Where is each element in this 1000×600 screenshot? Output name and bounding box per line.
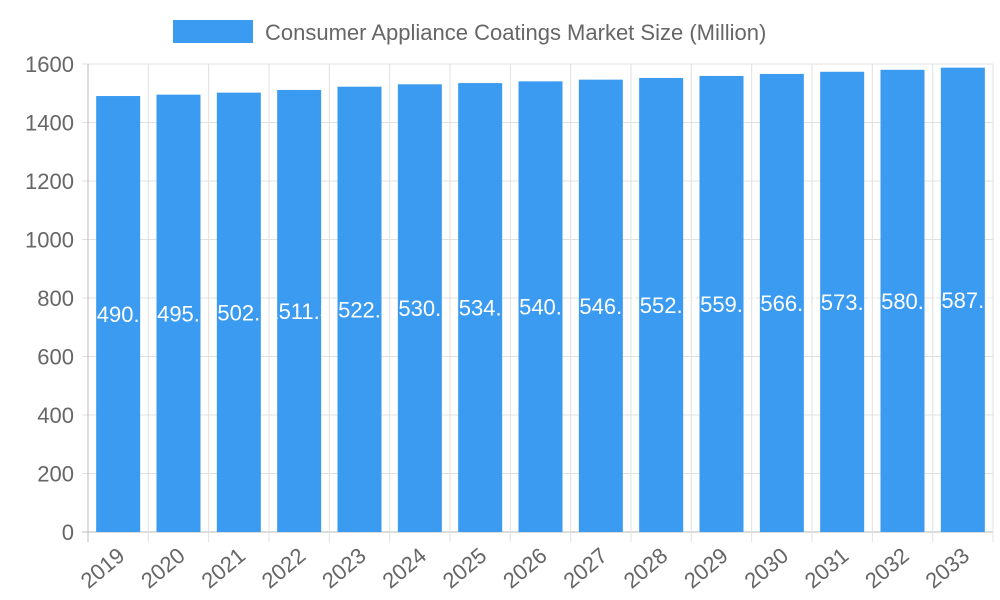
y-tick-label: 0 xyxy=(62,520,74,545)
bar[interactable] xyxy=(578,79,623,533)
data-label: 1495.2 xyxy=(145,301,212,326)
bar[interactable] xyxy=(639,77,684,533)
data-label: 1502.1 xyxy=(205,300,272,325)
bar[interactable] xyxy=(337,86,382,532)
bar[interactable] xyxy=(820,71,865,532)
x-tick-label: 2022 xyxy=(257,543,311,594)
bar[interactable] xyxy=(518,81,563,533)
bar[interactable] xyxy=(96,96,141,532)
y-tick-label: 800 xyxy=(37,286,74,311)
bar[interactable] xyxy=(880,69,925,532)
legend-swatch[interactable] xyxy=(173,20,253,43)
x-tick-label: 2026 xyxy=(498,543,552,594)
y-tick-label: 600 xyxy=(37,345,74,370)
x-tick-label: 2021 xyxy=(196,543,250,594)
bar[interactable] xyxy=(699,75,744,533)
x-tick-label: 2029 xyxy=(679,543,733,594)
y-tick-label: 1000 xyxy=(25,228,74,253)
bar[interactable] xyxy=(458,83,503,533)
data-label: 1546.5 xyxy=(567,294,634,319)
y-tick-label: 1200 xyxy=(25,169,74,194)
data-label: 1559.2 xyxy=(688,292,755,317)
bar[interactable] xyxy=(397,84,442,532)
data-label: 1566.1 xyxy=(748,291,815,316)
bar[interactable] xyxy=(156,94,201,533)
x-tick-label: 2019 xyxy=(76,543,130,594)
data-label: 1490.5 xyxy=(85,302,152,327)
y-tick-label: 1400 xyxy=(25,111,74,136)
legend-label[interactable]: Consumer Appliance Coatings Market Size … xyxy=(265,20,766,45)
x-tick-label: 2023 xyxy=(317,543,371,594)
data-label: 1573.4 xyxy=(809,290,876,315)
x-tick-label: 2028 xyxy=(619,543,673,594)
data-label: 1534.8 xyxy=(447,296,514,321)
data-label: 1511.3 xyxy=(266,299,332,324)
data-label: 1522.4 xyxy=(326,297,393,322)
data-label: 1587.5 xyxy=(929,288,996,313)
data-label: 1530.6 xyxy=(386,296,453,321)
y-tick-label: 1600 xyxy=(25,52,74,77)
data-label: 1552.3 xyxy=(628,293,695,318)
x-tick-label: 2027 xyxy=(558,543,612,594)
x-tick-label: 2030 xyxy=(739,543,793,594)
bar[interactable] xyxy=(277,89,322,532)
data-label: 1580.2 xyxy=(869,289,936,314)
x-tick-label: 2025 xyxy=(438,543,492,594)
bar[interactable] xyxy=(216,92,261,533)
x-tick-label: 2024 xyxy=(377,543,431,594)
x-tick-label: 2032 xyxy=(860,543,914,594)
x-tick-label: 2020 xyxy=(136,543,190,594)
y-tick-label: 200 xyxy=(37,462,74,487)
x-tick-label: 2031 xyxy=(800,543,854,594)
y-tick-label: 400 xyxy=(37,403,74,428)
x-tick-label: 2033 xyxy=(920,543,974,594)
bar[interactable] xyxy=(759,73,804,533)
bar[interactable] xyxy=(940,67,985,532)
data-label: 1540.7 xyxy=(507,295,574,320)
